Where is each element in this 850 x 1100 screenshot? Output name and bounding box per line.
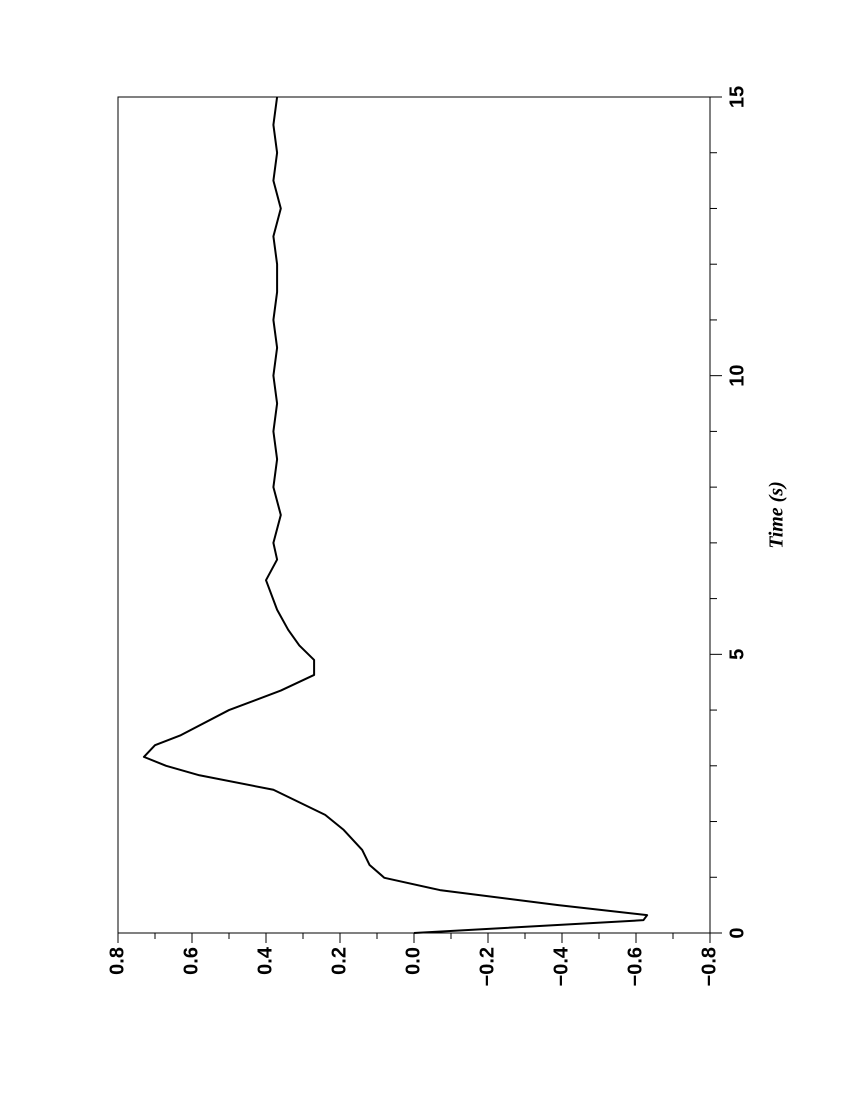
y-tick-label: 0.4 [254, 946, 276, 975]
x-tick-label: 0 [726, 927, 748, 938]
y-tick-label: 0.0 [402, 947, 424, 975]
y-tick-label: 0.6 [180, 947, 202, 975]
x-tick-label: 10 [726, 365, 748, 387]
y-tick-label: −0.2 [476, 947, 498, 986]
y-tick-label: 0.8 [106, 947, 128, 975]
y-tick-label: 0.2 [328, 947, 350, 975]
y-tick-label: −0.4 [550, 946, 572, 986]
plot-frame [117, 96, 711, 934]
y-tick-label: −0.8 [698, 947, 720, 986]
x-axis-label: Time (s) [766, 481, 788, 549]
data-line [142, 96, 649, 934]
x-tick-label: 15 [726, 86, 748, 108]
y-tick-label: −0.6 [624, 947, 646, 986]
x-tick-label: 5 [726, 649, 748, 660]
